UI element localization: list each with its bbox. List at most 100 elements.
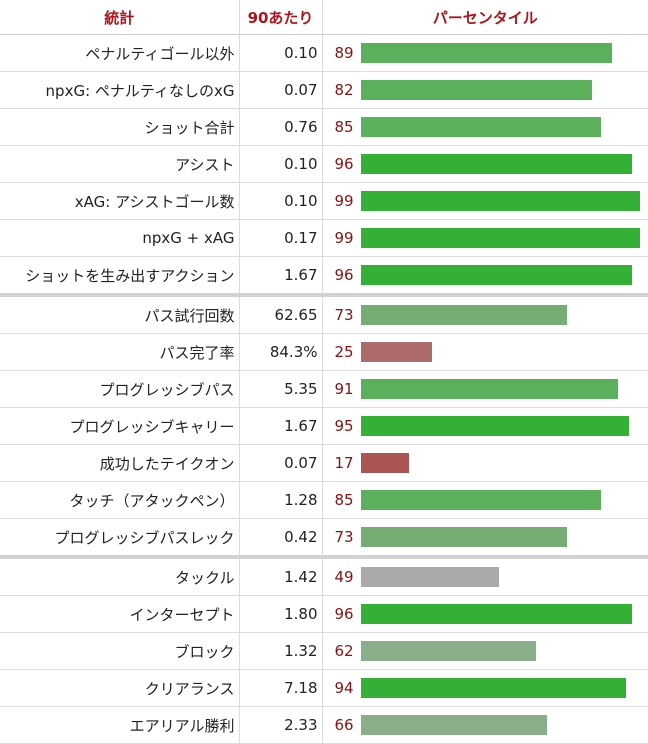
table-row: ペナルティゴール以外 0.10 89 — [0, 34, 648, 72]
table-row: プログレッシブパスレック 0.42 73 — [0, 518, 648, 558]
percentile-bar — [360, 80, 592, 100]
percentile-value: 73 — [334, 306, 354, 324]
header-percentile[interactable]: パーセンタイル — [322, 0, 648, 35]
table-row: エアリアル勝利 2.33 66 — [0, 706, 648, 744]
per90-value: 0.10 — [239, 145, 323, 183]
percentile-bar — [360, 604, 632, 624]
percentile-value: 96 — [334, 605, 354, 623]
stat-name: パス試行回数 — [0, 293, 240, 334]
table-row: インターセプト 1.80 96 — [0, 595, 648, 633]
percentile-bar — [360, 191, 640, 211]
percentile-cell: 89 — [322, 34, 648, 72]
percentile-cell: 82 — [322, 71, 648, 109]
percentile-cell: 62 — [322, 632, 648, 670]
table-row: npxG: ペナルティなしのxG 0.07 82 — [0, 71, 648, 109]
percentile-value: 96 — [334, 266, 354, 284]
percentile-bar — [360, 641, 536, 661]
stat-name: プログレッシブパス — [0, 370, 240, 408]
table-row: ブロック 1.32 62 — [0, 632, 648, 670]
percentile-cell: 99 — [322, 182, 648, 220]
percentile-value: 99 — [334, 192, 354, 210]
per90-value: 1.42 — [239, 555, 323, 596]
stat-name: ペナルティゴール以外 — [0, 34, 240, 72]
stat-name: クリアランス — [0, 669, 240, 707]
percentile-cell: 96 — [322, 256, 648, 296]
percentile-cell: 25 — [322, 333, 648, 371]
per90-value: 0.10 — [239, 34, 323, 72]
percentile-bar — [360, 567, 499, 587]
stat-name: エアリアル勝利 — [0, 706, 240, 744]
table-row: 成功したテイクオン 0.07 17 — [0, 444, 648, 482]
percentile-value: 49 — [334, 568, 354, 586]
percentile-bar — [360, 265, 632, 285]
stat-name: ブロック — [0, 632, 240, 670]
per90-value: 0.76 — [239, 108, 323, 146]
table-row: プログレッシブキャリー 1.67 95 — [0, 407, 648, 445]
percentile-cell: 66 — [322, 706, 648, 744]
per90-value: 5.35 — [239, 370, 323, 408]
per90-value: 1.80 — [239, 595, 323, 633]
percentile-cell: 49 — [322, 555, 648, 596]
percentile-bar — [360, 305, 567, 325]
header-per90[interactable]: 90あたり — [239, 0, 323, 35]
percentile-cell: 73 — [322, 518, 648, 558]
table-row: プログレッシブパス 5.35 91 — [0, 370, 648, 408]
per90-value: 62.65 — [239, 293, 323, 334]
table-row: ショット合計 0.76 85 — [0, 108, 648, 146]
percentile-value: 82 — [334, 81, 354, 99]
per90-value: 1.67 — [239, 256, 323, 296]
per90-value: 1.67 — [239, 407, 323, 445]
percentile-value: 94 — [334, 679, 354, 697]
percentile-cell: 85 — [322, 108, 648, 146]
percentile-value: 73 — [334, 528, 354, 546]
table-row: タッチ（アタックペン） 1.28 85 — [0, 481, 648, 519]
percentile-cell: 17 — [322, 444, 648, 482]
per90-value: 0.42 — [239, 518, 323, 558]
percentile-value: 99 — [334, 229, 354, 247]
percentile-value: 66 — [334, 716, 354, 734]
percentile-bar — [360, 416, 629, 436]
percentile-value: 89 — [334, 44, 354, 62]
stat-name: プログレッシブパスレック — [0, 518, 240, 558]
percentile-value: 85 — [334, 118, 354, 136]
table-row: クリアランス 7.18 94 — [0, 669, 648, 707]
header-stat[interactable]: 統計 — [0, 0, 240, 35]
table-row: xAG: アシストゴール数 0.10 99 — [0, 182, 648, 220]
percentile-bar — [360, 43, 612, 63]
stat-name: ショットを生み出すアクション — [0, 256, 240, 296]
stat-name: アシスト — [0, 145, 240, 183]
percentile-bar — [360, 715, 547, 735]
stat-name: 成功したテイクオン — [0, 444, 240, 482]
percentile-cell: 96 — [322, 595, 648, 633]
percentile-bar — [360, 379, 618, 399]
table-row: タックル 1.42 49 — [0, 555, 648, 596]
stat-name: タックル — [0, 555, 240, 596]
per90-value: 1.32 — [239, 632, 323, 670]
percentile-cell: 99 — [322, 219, 648, 257]
percentile-bar — [360, 342, 432, 362]
percentile-bar — [360, 453, 409, 473]
stat-name: プログレッシブキャリー — [0, 407, 240, 445]
percentile-bar — [360, 117, 601, 137]
percentile-value: 91 — [334, 380, 354, 398]
table-row: パス試行回数 62.65 73 — [0, 293, 648, 334]
table-body: ペナルティゴール以外 0.10 89 npxG: ペナルティなしのxG 0.07 82 ショ… — [0, 34, 648, 744]
stat-name: インターセプト — [0, 595, 240, 633]
percentile-cell: 85 — [322, 481, 648, 519]
stat-name: xAG: アシストゴール数 — [0, 182, 240, 220]
per90-value: 0.17 — [239, 219, 323, 257]
table-row: パス完了率 84.3% 25 — [0, 333, 648, 371]
percentile-value: 95 — [334, 417, 354, 435]
stat-name: ショット合計 — [0, 108, 240, 146]
percentile-bar — [360, 490, 601, 510]
per90-value: 2.33 — [239, 706, 323, 744]
table-row: ショットを生み出すアクション 1.67 96 — [0, 256, 648, 296]
percentile-bar — [360, 154, 632, 174]
per90-value: 0.07 — [239, 71, 323, 109]
percentile-cell: 94 — [322, 669, 648, 707]
table-row: npxG + xAG 0.17 99 — [0, 219, 648, 257]
percentile-cell: 73 — [322, 293, 648, 334]
percentile-value: 85 — [334, 491, 354, 509]
percentile-value: 96 — [334, 155, 354, 173]
